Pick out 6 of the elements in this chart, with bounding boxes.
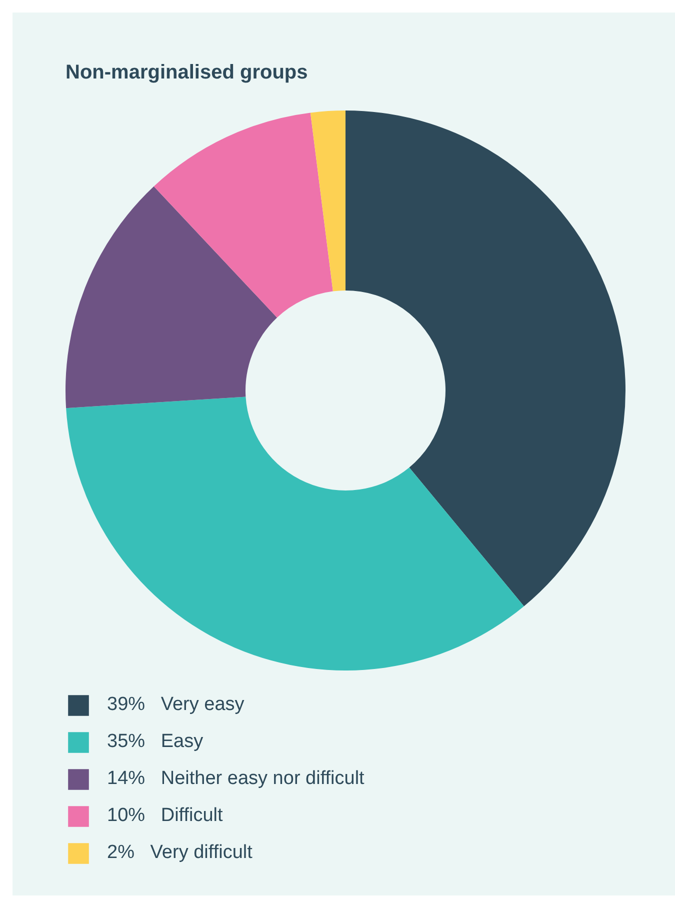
- legend-label: 14% Neither easy nor difficult: [107, 767, 364, 791]
- legend-label: 35% Easy: [107, 730, 204, 754]
- legend-label: 2% Very difficult: [107, 841, 252, 865]
- legend-label: 39% Very easy: [107, 693, 244, 717]
- chart-title: Non-marginalised groups: [66, 62, 308, 84]
- legend-label: 10% Difficult: [107, 804, 223, 828]
